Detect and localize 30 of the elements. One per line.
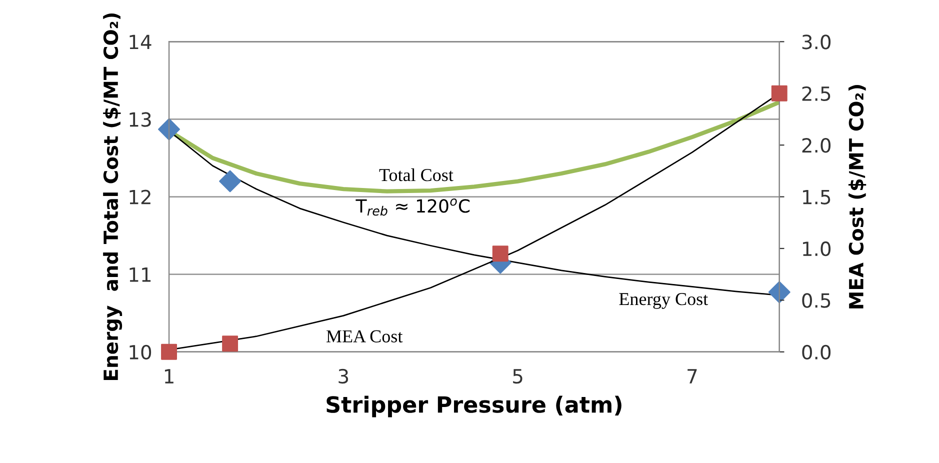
y2-tick-label: 0.5 — [802, 293, 830, 308]
y-tick-label: 10 — [130, 344, 152, 360]
point — [161, 344, 177, 360]
y-tick-label: 11 — [130, 268, 151, 282]
x-tick-label: 3 — [338, 368, 348, 384]
point — [222, 336, 238, 352]
point — [768, 281, 790, 304]
point — [219, 170, 242, 192]
y2-tick-label: 1.0 — [803, 241, 831, 256]
y2-axis-title: MEA Cost ($/MT CO₂) — [848, 85, 866, 308]
annotation: Total Cost — [379, 168, 454, 182]
y2-tick-label: 3.0 — [802, 34, 831, 50]
x-tick-label: 5 — [513, 369, 522, 384]
point — [492, 246, 508, 262]
x-tick-label: 7 — [688, 369, 697, 384]
annotation: T$_{reb}$ ≈ 120$^{o}$C — [356, 198, 470, 216]
y-axis-title: Energy and Total Cost ($/MT CO₂) — [103, 13, 122, 380]
y-tick-label: 14 — [130, 34, 152, 50]
annotation: Energy Cost — [619, 293, 708, 309]
point — [771, 85, 788, 102]
y2-tick-label: 1.5 — [803, 190, 830, 204]
y-tick-label: 13 — [130, 112, 151, 127]
annotation: MEA Cost — [326, 330, 403, 342]
point — [158, 118, 180, 140]
x-tick-label: 1 — [164, 369, 174, 384]
x-axis-title: Stripper Pressure (atm) — [326, 396, 622, 418]
y2-tick-label: 2.0 — [802, 138, 831, 153]
y-tick-label: 12 — [130, 190, 150, 204]
y2-tick-label: 2.5 — [802, 86, 830, 102]
y2-tick-label: 0.0 — [802, 344, 831, 360]
